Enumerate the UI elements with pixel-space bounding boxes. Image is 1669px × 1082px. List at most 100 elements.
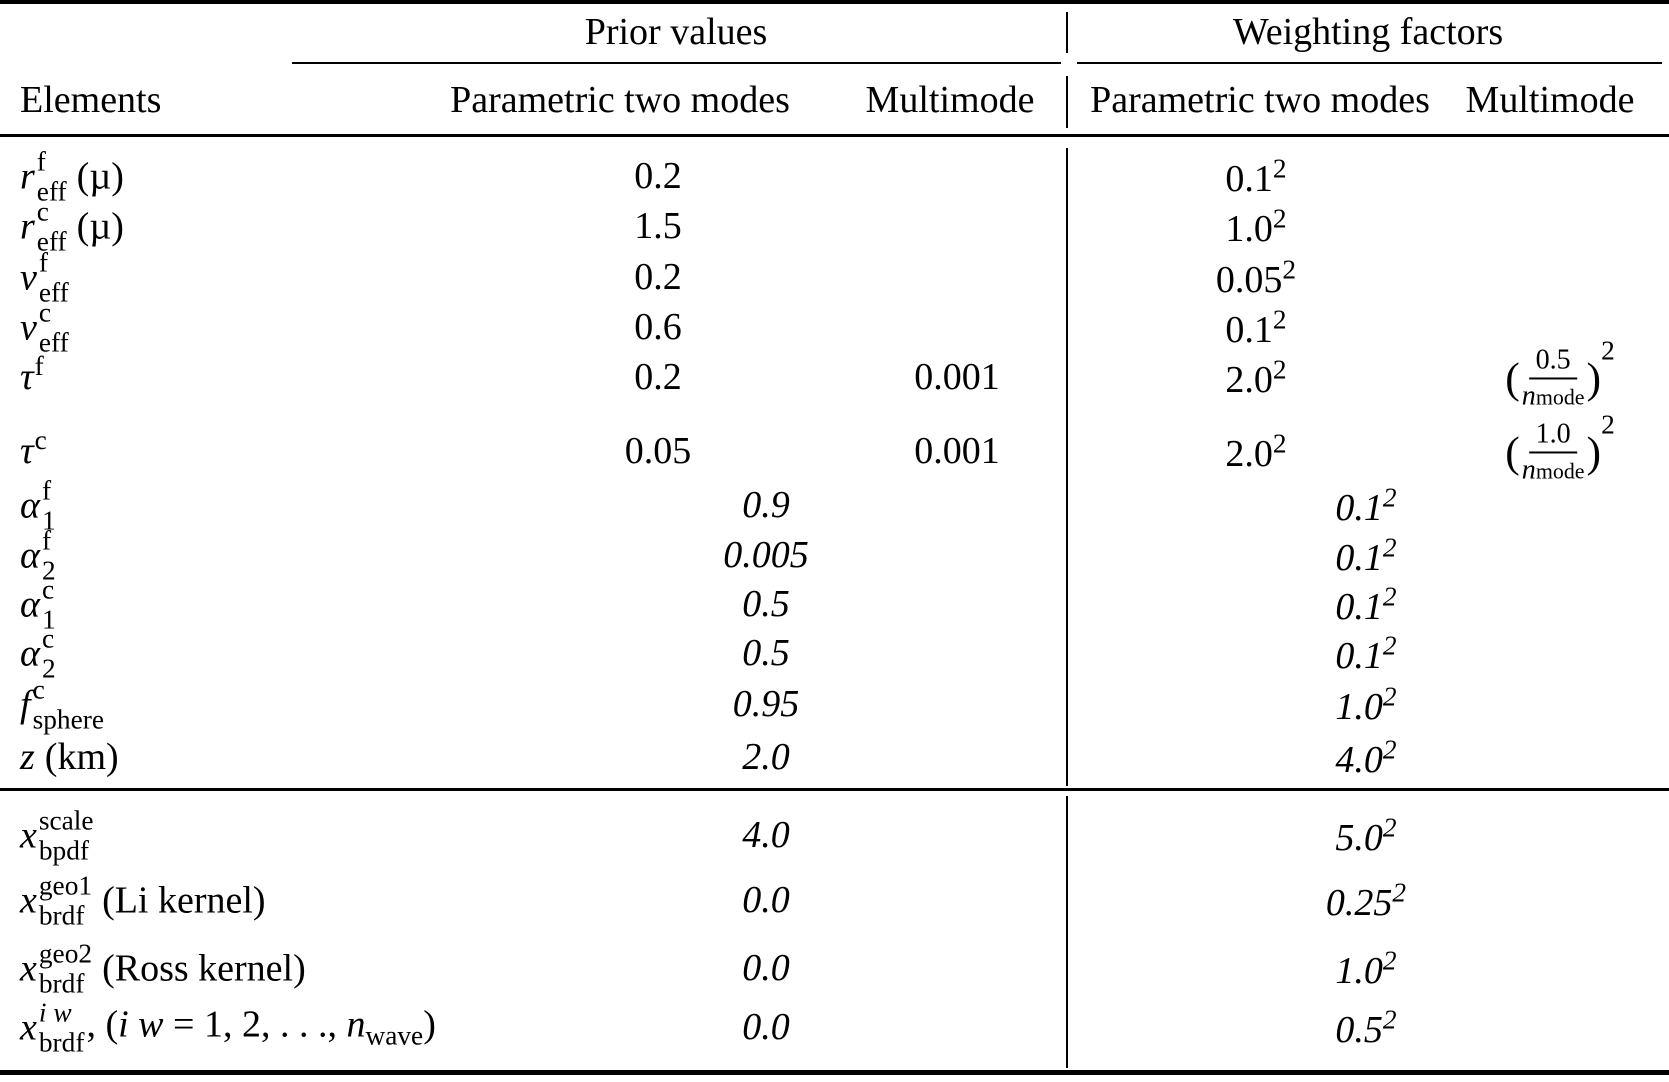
row-label: r c eff (µ) [20, 197, 124, 256]
row-label-base: x [20, 947, 37, 990]
row-label-base: α [20, 632, 40, 675]
prior-parametric-value: 4.0 [742, 814, 790, 857]
row-label-sup: c [41, 623, 55, 654]
vertical-divider [1066, 796, 1068, 1068]
prior-values-group-title: Prior values [584, 11, 768, 54]
row-label-base: x [20, 814, 37, 857]
row-label-base: x [20, 879, 37, 922]
row-label-tail: , (i w = 1, 2, . . ., nwave) [86, 1003, 436, 1052]
row-label-sup: scale [38, 805, 94, 836]
prior-parametric-value: 0.05 [624, 430, 692, 473]
weighting-parametric-value: 2.02 [1225, 354, 1287, 401]
row-label-sub: 1 [41, 505, 56, 535]
row-label-sub: eff [38, 327, 69, 357]
row-label-sup: c [38, 297, 52, 328]
row-label-suffix: (µ) [76, 155, 124, 198]
weighting-parametric-header: Parametric two modes [1090, 79, 1430, 122]
vertical-divider [1066, 12, 1068, 53]
row-label-base: α [20, 583, 40, 626]
row-label-sup: f [34, 351, 44, 382]
row-label: v f eff [20, 248, 69, 307]
row-label-sup: f [41, 525, 52, 556]
weighting-parametric-value: 0.252 [1325, 877, 1407, 924]
row-label-sup: f [38, 247, 48, 278]
row-label-suffix: (Li kernel) [102, 879, 266, 922]
vertical-divider [1066, 148, 1068, 786]
row-label-sub: 1 [41, 604, 56, 634]
row-label-suffix: (Ross kernel) [102, 947, 306, 990]
row-label-sub: eff [36, 226, 67, 256]
header-rule [0, 134, 1669, 137]
row-label-base: r [20, 205, 35, 248]
weighting-parametric-value: 0.12 [1335, 482, 1397, 529]
row-label-suffix: (µ) [76, 205, 124, 248]
row-label: f c sphere [20, 675, 104, 734]
row-label: r f eff (µ) [20, 147, 124, 206]
weighting-parametric-value: 2.02 [1225, 428, 1287, 475]
prior-parametric-value: 0.0 [742, 1006, 790, 1049]
weighting-parametric-value: 5.02 [1335, 812, 1397, 859]
prior-parametric-value: 0.6 [634, 306, 682, 349]
prior-parametric-value: 0.0 [742, 947, 790, 990]
row-label-base: x [20, 1006, 37, 1049]
row-label: x geo2 brdf (Ross kernel) [20, 939, 306, 998]
prior-parametric-value: 0.005 [723, 534, 809, 577]
row-label-base: v [20, 256, 37, 299]
top-rule [0, 0, 1669, 4]
weighting-group-underline [1077, 62, 1662, 64]
row-label-sub: 2 [41, 555, 56, 585]
row-label-base: α [20, 534, 40, 577]
prior-parametric-value: 2.0 [742, 736, 790, 779]
prior-parametric-value: 0.0 [742, 879, 790, 922]
row-label-sub: sphere [32, 704, 104, 734]
weighting-multimode-value: (0.5 nmode) 2 [1505, 335, 1615, 411]
weighting-multimode-value: (1.0 nmode) 2 [1505, 409, 1615, 485]
row-label-sup: c [36, 196, 49, 227]
row-label-base: v [20, 306, 37, 349]
weighting-parametric-value: 0.12 [1335, 581, 1397, 628]
prior-parametric-value: 0.2 [634, 356, 682, 399]
row-label-base: τ [20, 430, 34, 473]
row-label-suffix: (km) [44, 736, 119, 779]
row-label-sup: i w [38, 997, 72, 1028]
row-label-sup: c [41, 574, 55, 605]
weighting-multimode-header: Multimode [1465, 79, 1635, 122]
row-label-sub: brdf [38, 968, 85, 998]
prior-parametric-value: 0.95 [732, 683, 800, 726]
row-label-sub: eff [36, 176, 67, 206]
weighting-parametric-value: 0.12 [1225, 304, 1287, 351]
prior-group-underline [292, 62, 1061, 64]
bottom-rule [0, 1070, 1669, 1075]
row-label-base: z [20, 736, 35, 779]
prior-parametric-value: 0.9 [742, 484, 790, 527]
prior-multimode-value: 0.001 [914, 356, 1000, 399]
elements-header: Elements [20, 79, 162, 122]
prior-multimode-header: Multimode [865, 79, 1035, 122]
row-label-sup: c [34, 425, 47, 456]
row-label-sup: geo2 [38, 938, 93, 969]
weighting-parametric-value: 1.02 [1225, 203, 1287, 250]
prior-parametric-value: 0.5 [742, 632, 790, 675]
prior-parametric-header: Parametric two modes [450, 79, 790, 122]
prior-parametric-value: 1.5 [634, 205, 682, 248]
prior-multimode-value: 0.001 [914, 430, 1000, 473]
weighting-factors-group-title: Weighting factors [1232, 11, 1504, 54]
row-label-base: τ [20, 356, 34, 399]
row-label-sup: geo1 [38, 870, 93, 901]
weighting-parametric-value: 0.12 [1335, 532, 1397, 579]
row-label-sup: f [41, 475, 52, 506]
row-label-sub: bpdf [38, 835, 90, 865]
row-label-sub: brdf [38, 1027, 85, 1057]
vertical-divider [1066, 76, 1068, 128]
row-label-base: f [20, 683, 31, 726]
row-label-sup: c [32, 674, 45, 705]
row-label-sup: f [36, 146, 46, 177]
row-label-base: r [20, 155, 35, 198]
